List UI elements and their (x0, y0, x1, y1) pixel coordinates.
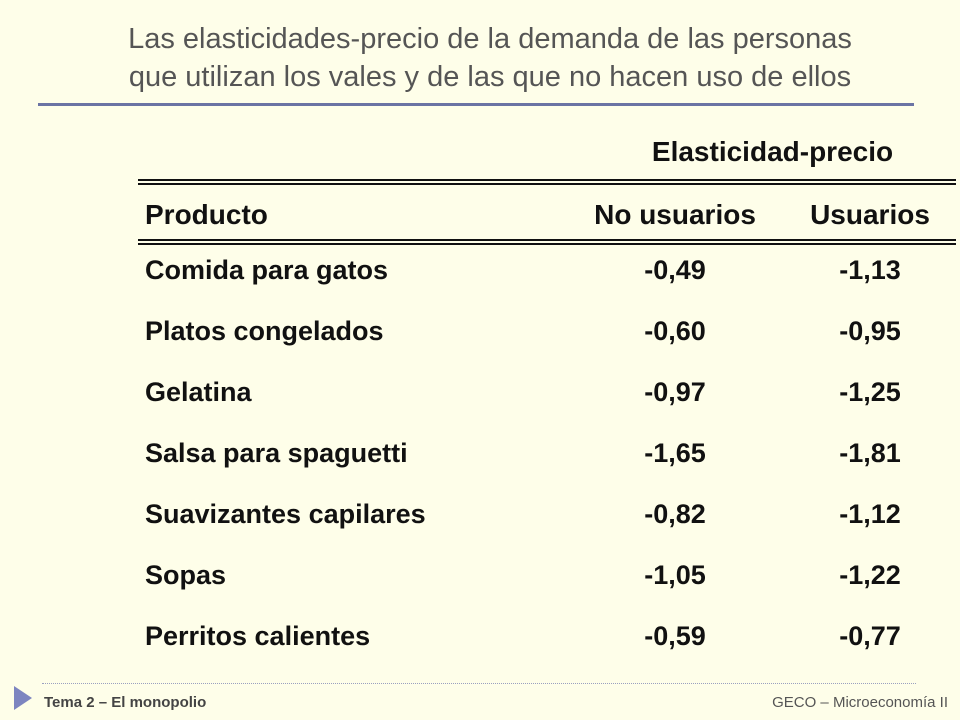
table-row: Platos congelados -0,60 -0,95 (0, 311, 960, 351)
non-users-value: -0,49 (644, 255, 706, 285)
non-users-value: -0,82 (644, 499, 706, 529)
table-row: Perritos calientes -0,59 -0,77 (0, 616, 960, 656)
column-header-product: Producto (145, 199, 268, 230)
slide-title-line-2: que utilizan los vales y de las que no h… (128, 61, 852, 93)
product-name: Platos congelados (145, 316, 384, 346)
non-users-value: -1,05 (644, 560, 706, 590)
users-value: -0,95 (839, 316, 901, 346)
table-header-row: Producto No usuarios Usuarios (0, 195, 960, 235)
non-users-value: -1,65 (644, 438, 706, 468)
product-name: Comida para gatos (145, 255, 389, 285)
users-value: -0,77 (839, 621, 901, 651)
column-header-users: Usuarios (810, 199, 930, 230)
table-row: Sopas -1,05 -1,22 (0, 555, 960, 595)
non-users-value: -0,59 (644, 621, 706, 651)
users-value: -1,13 (839, 255, 901, 285)
column-header-non-users: No usuarios (594, 199, 756, 230)
users-value: -1,25 (839, 377, 901, 407)
users-value: -1,81 (839, 438, 901, 468)
slide-title: Las elasticidades-precio de la demanda d… (60, 20, 920, 96)
product-name: Sopas (145, 560, 227, 590)
slide-title-line-1: Las elasticidades-precio de la demanda d… (128, 23, 852, 55)
footer-topic: Tema 2 – El monopolio (44, 694, 207, 711)
non-users-value: -0,60 (644, 316, 706, 346)
triangle-arrow-icon (14, 686, 32, 710)
footer-course: GECO – Microeconomía II (772, 694, 948, 711)
product-name: Gelatina (145, 377, 252, 407)
users-value: -1,22 (839, 560, 901, 590)
footer-divider (42, 683, 916, 684)
elasticity-group-header: Elasticidad-precio (651, 136, 894, 167)
table-header-rule (138, 239, 956, 245)
users-value: -1,12 (839, 499, 901, 529)
title-divider (38, 103, 914, 106)
non-users-value: -0,97 (644, 377, 706, 407)
product-name: Suavizantes capilares (145, 499, 426, 529)
product-name: Salsa para spaguetti (145, 438, 408, 468)
table-row: Comida para gatos -0,49 -1,13 (0, 250, 960, 290)
table-row: Salsa para spaguetti -1,65 -1,81 (0, 433, 960, 473)
table-top-rule (138, 179, 956, 185)
table-row: Suavizantes capilares -0,82 -1,12 (0, 494, 960, 534)
table-row: Gelatina -0,97 -1,25 (0, 372, 960, 412)
product-name: Perritos calientes (145, 621, 371, 651)
